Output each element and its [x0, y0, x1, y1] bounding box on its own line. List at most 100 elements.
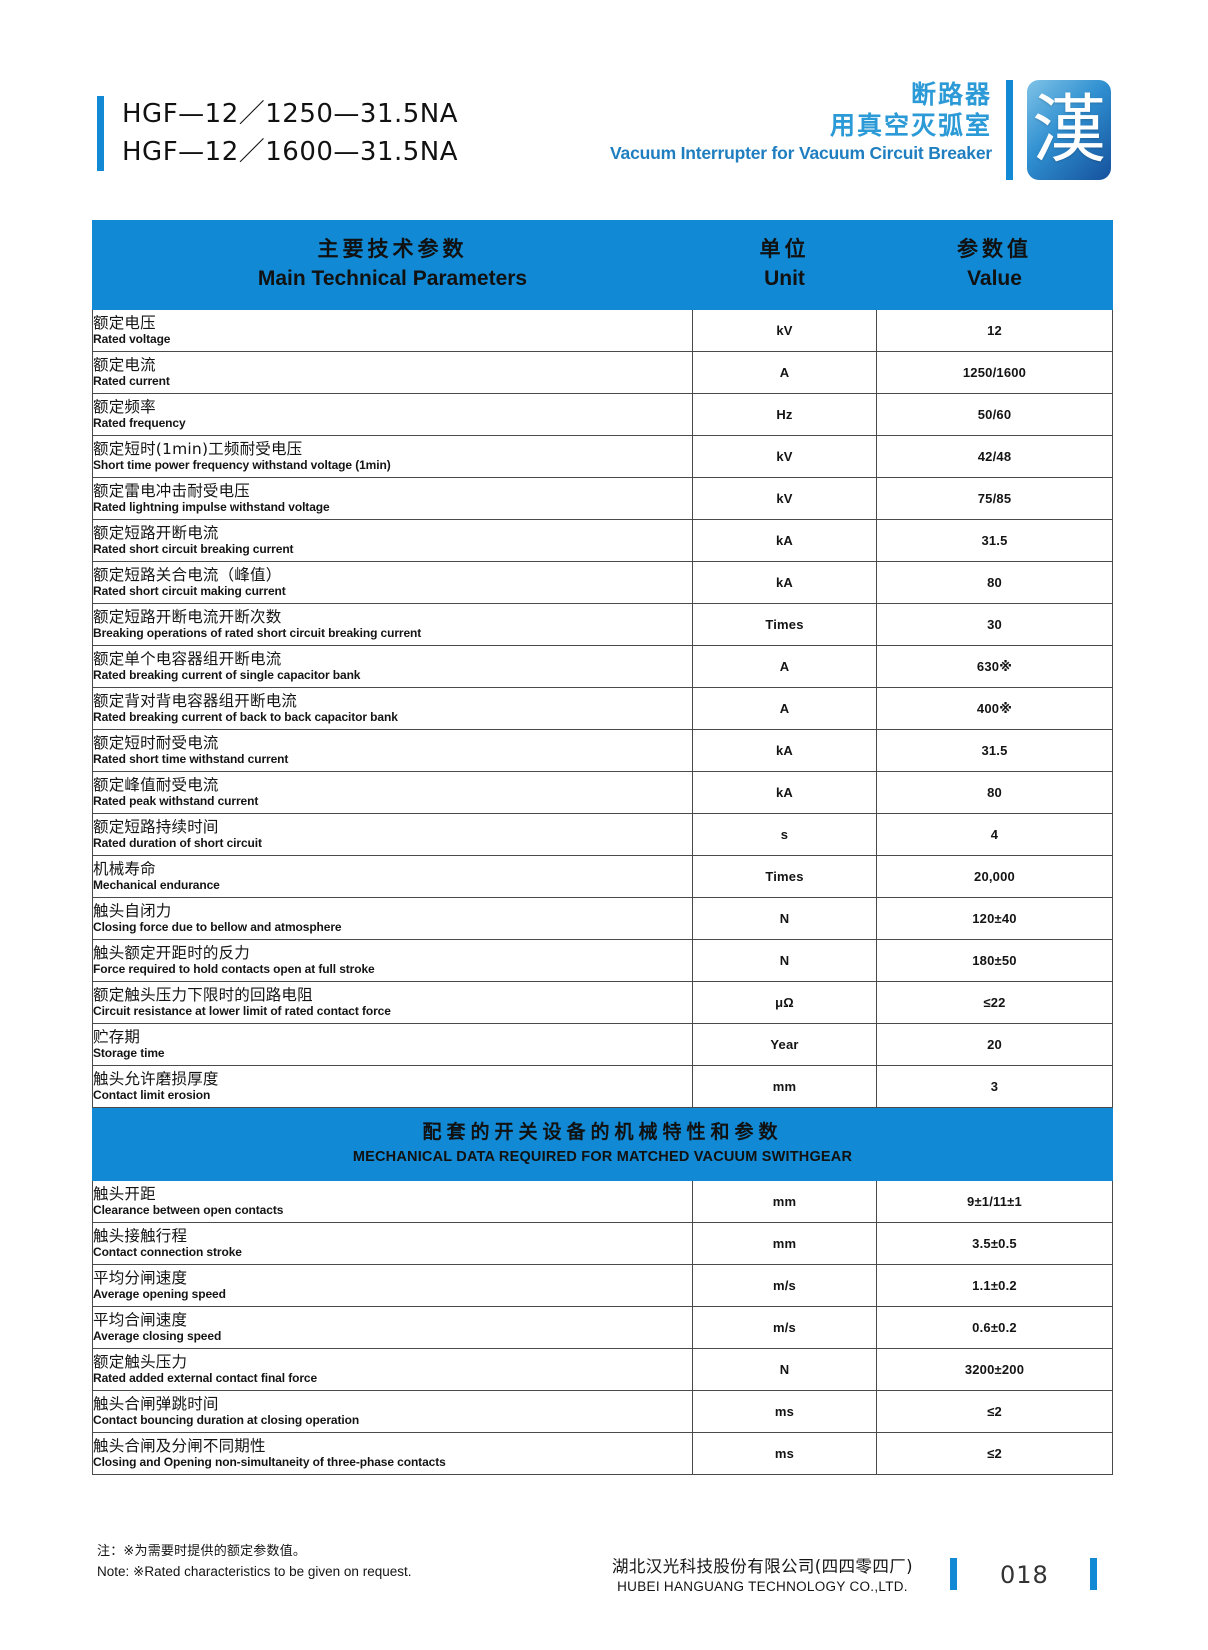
param-label-cn: 平均合闸速度: [93, 1310, 188, 1329]
param-cell: 额定触头压力 Rated added external contact final…: [92, 1348, 693, 1391]
table-row: 额定单个电容器组开断电流 Rated breaking current of si…: [92, 645, 1113, 688]
value-cell: 75/85: [876, 477, 1113, 520]
param-label-cn: 额定触头压力: [93, 1352, 188, 1371]
param-label-cn: 额定短路开断电流: [93, 523, 219, 542]
param-label-en: Rated added external contact final force: [93, 1370, 318, 1385]
value-cell: 30: [876, 603, 1113, 646]
unit-cell: mm: [692, 1222, 877, 1265]
column-header-parameters: 主要技术参数 Main Technical Parameters: [92, 220, 693, 310]
unit-cell: kA: [692, 771, 877, 814]
table-row: 额定背对背电容器组开断电流 Rated breaking current of b…: [92, 687, 1113, 730]
value-cell: 3200±200: [876, 1348, 1113, 1391]
accent-bar-footer-left: [950, 1558, 957, 1590]
param-label-en: Storage time: [93, 1045, 165, 1060]
param-label-en: Rated short circuit breaking current: [93, 541, 294, 556]
param-cell: 额定电流 Rated current: [92, 351, 693, 394]
table-row: 额定电压 Rated voltage kV 12: [92, 309, 1113, 352]
value-cell: 0.6±0.2: [876, 1306, 1113, 1349]
value-cell: 80: [876, 771, 1113, 814]
param-cell: 额定雷电冲击耐受电压 Rated lightning impulse withst…: [92, 477, 693, 520]
section-header-cell: 配套的开关设备的机械特性和参数 MECHANICAL DATA REQUIRED …: [92, 1107, 1113, 1181]
table-row: 额定峰值耐受电流 Rated peak withstand current kA 80: [92, 771, 1113, 814]
column-header-unit-cn: 单位: [759, 238, 810, 262]
param-label-cn: 触头接触行程: [93, 1226, 188, 1245]
table-row: 触头额定开距时的反力 Force required to hold contact…: [92, 939, 1113, 982]
param-label-cn: 额定电流: [93, 355, 156, 374]
param-cell: 额定触头压力下限时的回路电阻 Circuit resistance at lowe…: [92, 981, 693, 1024]
unit-cell: kV: [692, 435, 877, 478]
table-row: 额定雷电冲击耐受电压 Rated lightning impulse withst…: [92, 477, 1113, 520]
table-row: 触头合闸及分闸不同期性 Closing and Opening non-simul…: [92, 1432, 1113, 1475]
unit-cell: N: [692, 1348, 877, 1391]
param-cell: 额定单个电容器组开断电流 Rated breaking current of si…: [92, 645, 693, 688]
param-cell: 贮存期 Storage time: [92, 1023, 693, 1066]
param-label-en: Contact bouncing duration at closing ope…: [93, 1412, 360, 1427]
unit-cell: N: [692, 939, 877, 982]
unit-cell: kA: [692, 561, 877, 604]
logo-glyph-icon: 漢: [1032, 87, 1106, 173]
table-row: 额定短路开断电流 Rated short circuit breaking cur…: [92, 519, 1113, 562]
param-label-cn: 额定背对背电容器组开断电流: [93, 691, 298, 710]
param-label-cn: 额定短路持续时间: [93, 817, 219, 836]
value-cell: 1250/1600: [876, 351, 1113, 394]
unit-cell: A: [692, 645, 877, 688]
page-number: 018: [1000, 1561, 1049, 1589]
param-label-cn: 额定单个电容器组开断电流: [93, 649, 282, 668]
footnote-en: Note: ※Rated characteristics to be given…: [97, 1563, 412, 1579]
unit-cell: N: [692, 897, 877, 940]
param-label-cn: 触头允许磨损厚度: [93, 1069, 219, 1088]
param-label-cn: 额定短时耐受电流: [93, 733, 219, 752]
table-row: 触头开距 Clearance between open contacts mm 9±1…: [92, 1180, 1113, 1223]
param-cell: 额定短路持续时间 Rated duration of short circuit: [92, 813, 693, 856]
param-label-en: Rated breaking current of back to back c…: [93, 709, 398, 724]
param-cell: 额定短路开断电流 Rated short circuit breaking cur…: [92, 519, 693, 562]
table-row: 额定电流 Rated current A 1250/1600: [92, 351, 1113, 394]
param-label-en: Rated duration of short circuit: [93, 835, 262, 850]
param-cell: 触头合闸弹跳时间 Contact bouncing duration at clo…: [92, 1390, 693, 1433]
accent-bar-left: [97, 96, 104, 172]
value-cell: 31.5: [876, 519, 1113, 562]
table-row: 额定短时(1min)工频耐受电压 Short time power frequen…: [92, 435, 1113, 478]
footnote: 注：※为需要时提供的额定参数值。 Note: ※Rated characteri…: [97, 1543, 411, 1581]
unit-cell: kV: [692, 477, 877, 520]
column-header-parameters-cn: 主要技术参数: [317, 238, 468, 262]
param-label-cn: 触头自闭力: [93, 901, 172, 920]
unit-cell: A: [692, 351, 877, 394]
param-label-en: Rated current: [93, 373, 170, 388]
table-row: 平均合闸速度 Average closing speed m/s 0.6±0.2: [92, 1306, 1113, 1349]
section-header-en: MECHANICAL DATA REQUIRED FOR MATCHED VAC…: [352, 1148, 853, 1165]
value-cell: 9±1/11±1: [876, 1180, 1113, 1223]
model-number-1: HGF—12／1250—31.5NA: [122, 99, 459, 129]
table-row: 额定短路持续时间 Rated duration of short circuit s…: [92, 813, 1113, 856]
param-label-en: Rated frequency: [93, 415, 186, 430]
product-titles: 断路器 用真空灭弧室 Vacuum Interrupter for Vacuum…: [610, 80, 1006, 164]
unit-cell: ms: [692, 1432, 877, 1475]
product-title-en: Vacuum Interrupter for Vacuum Circuit Br…: [610, 143, 992, 163]
param-label-en: Rated breaking current of single capacit…: [93, 667, 361, 682]
param-cell: 触头允许磨损厚度 Contact limit erosion: [92, 1065, 693, 1108]
param-label-cn: 额定短路开断电流开断次数: [93, 607, 282, 626]
value-cell: 50/60: [876, 393, 1113, 436]
unit-cell: kA: [692, 729, 877, 772]
unit-cell: Hz: [692, 393, 877, 436]
column-header-unit: 单位 Unit: [692, 220, 877, 310]
param-cell: 平均分闸速度 Average opening speed: [92, 1264, 693, 1307]
param-label-cn: 平均分闸速度: [93, 1268, 188, 1287]
param-label-en: Mechanical endurance: [93, 877, 220, 892]
param-label-en: Average opening speed: [93, 1286, 226, 1301]
unit-cell: m/s: [692, 1306, 877, 1349]
accent-bar-divider: [1006, 80, 1013, 180]
param-label-cn: 额定峰值耐受电流: [93, 775, 219, 794]
unit-cell: kA: [692, 519, 877, 562]
table-row: 平均分闸速度 Average opening speed m/s 1.1±0.2: [92, 1264, 1113, 1307]
param-cell: 额定电压 Rated voltage: [92, 309, 693, 352]
param-cell: 平均合闸速度 Average closing speed: [92, 1306, 693, 1349]
unit-cell: ms: [692, 1390, 877, 1433]
value-cell: 20: [876, 1023, 1113, 1066]
param-cell: 触头开距 Clearance between open contacts: [92, 1180, 693, 1223]
table-row: 贮存期 Storage time Year 20: [92, 1023, 1113, 1066]
param-cell: 机械寿命 Mechanical endurance: [92, 855, 693, 898]
product-title-cn-line2: 用真空灭弧室: [829, 111, 992, 140]
table-row: 额定触头压力 Rated added external contact final…: [92, 1348, 1113, 1391]
value-cell: 1.1±0.2: [876, 1264, 1113, 1307]
